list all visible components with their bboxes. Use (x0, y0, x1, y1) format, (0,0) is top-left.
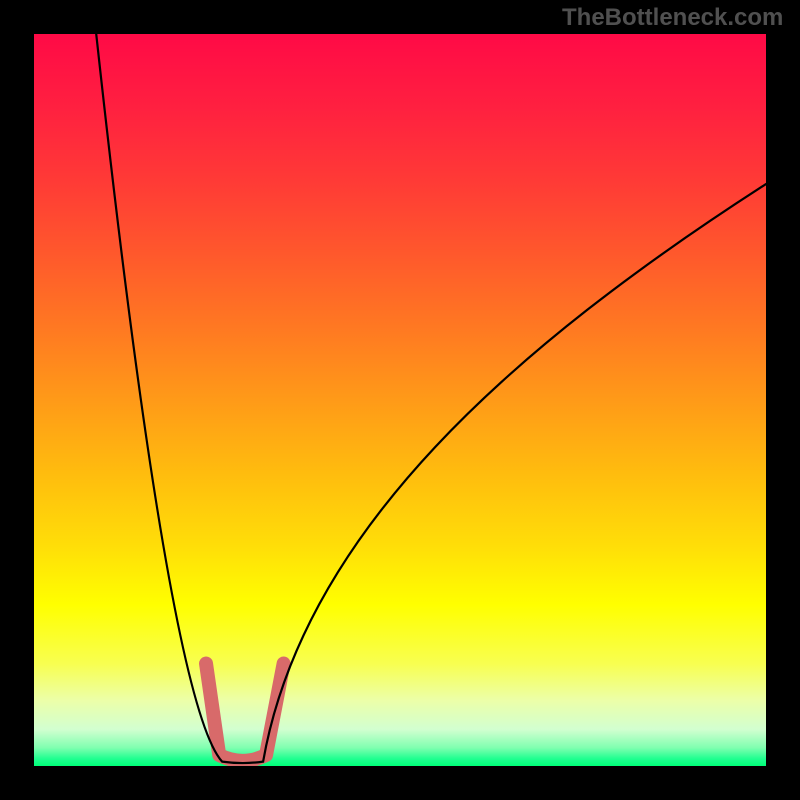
figure-container: TheBottleneck.com (0, 0, 800, 800)
watermark-text: TheBottleneck.com (562, 4, 783, 32)
notch-highlight (206, 664, 284, 761)
bottleneck-curve (96, 34, 766, 763)
plot-svg (34, 34, 766, 766)
plot-area (34, 34, 766, 766)
